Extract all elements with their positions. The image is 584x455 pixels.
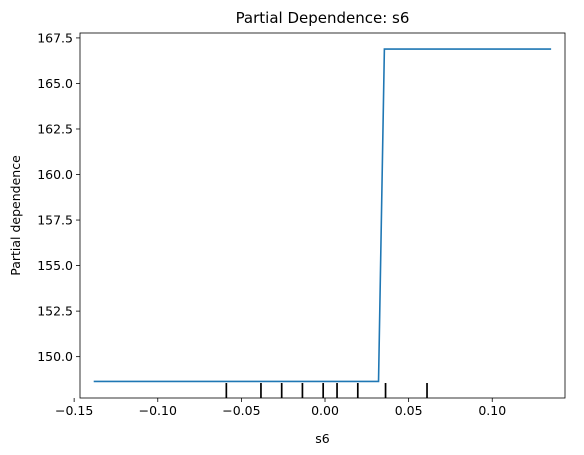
y-tick-label: 152.5 [37, 304, 73, 319]
decile-rug [225, 383, 428, 398]
x-axis-label: s6 [315, 431, 330, 446]
chart-title: Partial Dependence: s6 [236, 9, 410, 27]
y-axis: 150.0 152.5 155.0 157.5 160.0 162.5 165.0 167.5 [37, 30, 80, 364]
y-tick-label: 165.0 [37, 76, 73, 91]
y-axis-label: Partial dependence [8, 155, 23, 276]
y-tick-label: 157.5 [37, 213, 73, 228]
y-tick-label: 167.5 [37, 30, 73, 45]
x-tick-label: 0.10 [478, 403, 506, 418]
x-tick-label: −0.05 [222, 403, 260, 418]
y-tick-label: 162.5 [37, 121, 73, 136]
series-layer [93, 48, 552, 383]
y-tick-label: 160.0 [37, 167, 73, 182]
series-line [93, 48, 552, 383]
y-tick-label: 150.0 [37, 349, 73, 364]
x-tick-label: 0.05 [395, 403, 423, 418]
x-tick-label: −0.10 [139, 403, 177, 418]
x-tick-label: 0.00 [311, 403, 339, 418]
y-tick-label: 155.0 [37, 258, 73, 273]
x-tick-label: −0.15 [55, 403, 93, 418]
x-axis: −0.15 −0.10 −0.05 0.00 0.05 0.10 [55, 398, 506, 418]
axes-frame [79, 32, 566, 399]
